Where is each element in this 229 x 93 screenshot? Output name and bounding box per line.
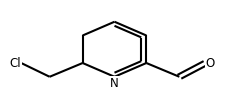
Text: N: N — [110, 77, 119, 90]
Text: O: O — [206, 57, 215, 69]
Text: Cl: Cl — [10, 57, 21, 69]
